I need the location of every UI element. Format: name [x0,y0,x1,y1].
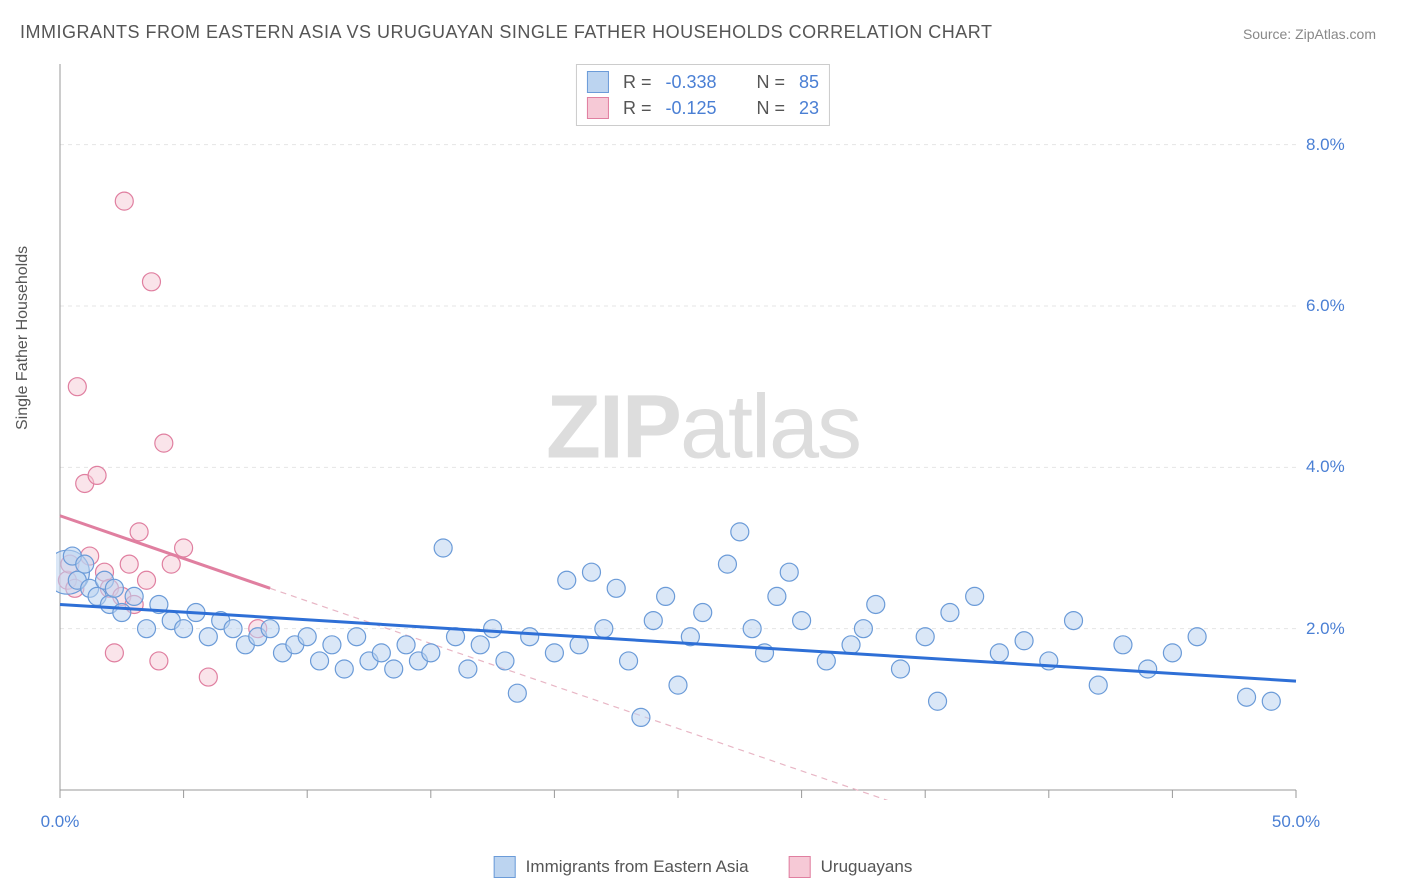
legend-row: R = -0.338 N = 85 [587,69,819,95]
legend-swatch [587,97,609,119]
y-tick-label: 2.0% [1306,619,1345,639]
legend-row: R = -0.125 N = 23 [587,95,819,121]
legend-item: Immigrants from Eastern Asia [494,856,749,878]
legend-swatch [587,71,609,93]
legend-item: Uruguayans [789,856,913,878]
y-tick-label: 6.0% [1306,296,1345,316]
chart-title: IMMIGRANTS FROM EASTERN ASIA VS URUGUAYA… [20,22,992,43]
x-tick-label: 50.0% [1272,812,1320,832]
legend-r-value: -0.125 [665,98,716,119]
y-tick-label: 8.0% [1306,135,1345,155]
legend-label: Uruguayans [821,857,913,877]
legend-n-value: 85 [799,72,819,93]
legend-swatch [494,856,516,878]
legend-r-label: R = [623,98,652,119]
legend-swatch [789,856,811,878]
series-legend: Immigrants from Eastern Asia Uruguayans [494,856,913,878]
legend-n-value: 23 [799,98,819,119]
legend-r-label: R = [623,72,652,93]
legend-n-label: N = [757,98,786,119]
legend-label: Immigrants from Eastern Asia [526,857,749,877]
y-axis-label: Single Father Households [14,246,32,430]
legend-r-value: -0.338 [665,72,716,93]
scatter-plot [56,60,1356,800]
y-tick-label: 4.0% [1306,457,1345,477]
legend-n-label: N = [757,72,786,93]
x-tick-label: 0.0% [41,812,80,832]
correlation-legend: R = -0.338 N = 85 R = -0.125 N = 23 [576,64,830,126]
source-attribution: Source: ZipAtlas.com [1243,26,1376,42]
